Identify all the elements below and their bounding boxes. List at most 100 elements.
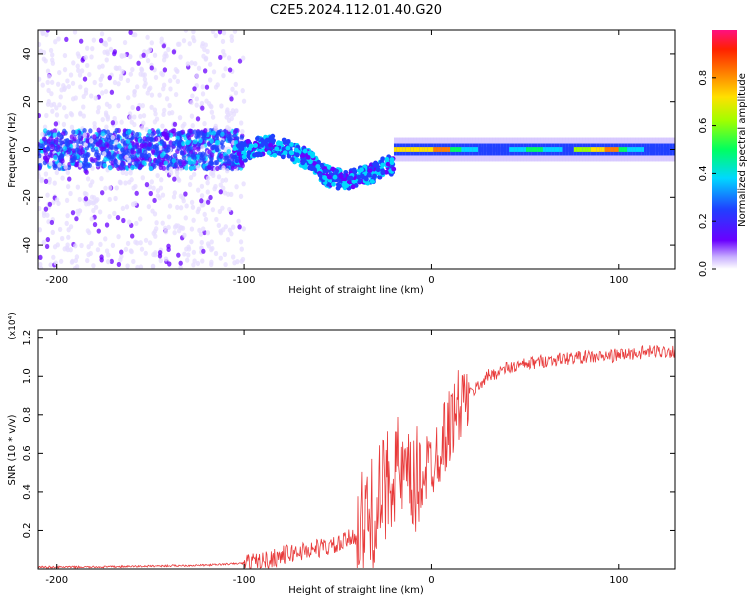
heatmap-cell <box>213 84 219 90</box>
heatmap-cell <box>236 151 242 157</box>
heatmap-cell <box>545 147 549 152</box>
heatmap-cell <box>214 146 219 152</box>
heatmap-cell <box>86 252 91 258</box>
heatmap-cell <box>192 145 197 151</box>
heatmap-cell <box>191 38 197 44</box>
heatmap-cell <box>113 195 118 202</box>
x-tick-label: 0 <box>428 575 434 586</box>
heatmap-cell <box>49 91 54 97</box>
heatmap-cell <box>253 143 258 148</box>
heatmap-cell <box>624 147 628 152</box>
heatmap-cell <box>436 147 440 152</box>
heatmap-cell <box>182 121 187 127</box>
heatmap-cell <box>112 79 118 86</box>
heatmap-cell <box>167 102 172 109</box>
heatmap-cell <box>58 146 64 152</box>
heatmap-cell <box>121 217 126 224</box>
colorbar-tick-label: 0.8 <box>698 70 709 86</box>
heatmap-cell <box>458 147 462 152</box>
heatmap-cell <box>60 158 65 164</box>
heatmap-cell <box>189 99 194 106</box>
heatmap-cell <box>171 128 177 134</box>
heatmap-cell <box>660 147 665 152</box>
heatmap-cell <box>124 204 130 210</box>
heatmap-cell <box>54 169 60 176</box>
heatmap-cell <box>89 240 94 247</box>
heatmap-cell <box>232 146 238 151</box>
heatmap-cell <box>94 149 99 155</box>
heatmap-cell <box>160 72 165 78</box>
heatmap-cell <box>113 162 119 169</box>
heatmap-cell <box>52 244 58 250</box>
heatmap-cell <box>104 248 110 254</box>
heatmap-cell <box>158 258 163 264</box>
heatmap-cell <box>123 246 129 252</box>
heatmap-cell <box>375 167 381 173</box>
heatmap-cell <box>181 154 187 161</box>
heatmap-cell <box>128 71 133 77</box>
heatmap-cell <box>224 168 230 174</box>
heatmap-cell <box>168 166 174 172</box>
heatmap-cell <box>363 176 369 182</box>
heatmap-cell <box>100 63 105 69</box>
heatmap-cell <box>160 123 165 129</box>
heatmap-cell <box>573 147 578 152</box>
heatmap-cell <box>352 169 358 175</box>
heatmap-cell <box>199 183 205 189</box>
heatmap-cell <box>143 80 148 87</box>
heatmap-cell <box>91 263 96 269</box>
heatmap-cell <box>130 66 135 73</box>
snr-panel: -200 -100 0 100 0.2 0.4 0.6 0.8 1.0 1.2 Height o… <box>7 312 676 596</box>
heatmap-cell <box>194 73 200 79</box>
heatmap-cell <box>59 153 65 159</box>
heatmap-cell <box>171 194 177 200</box>
heatmap-cell <box>184 203 189 209</box>
heatmap-cell <box>89 156 94 163</box>
heatmap-cell <box>219 103 224 109</box>
snr-y-scale-label: (x10⁴) <box>8 312 18 339</box>
heatmap-cell <box>134 131 140 138</box>
heatmap-cell <box>184 246 189 252</box>
heatmap-cell <box>380 162 386 168</box>
heatmap-cell <box>365 180 371 186</box>
heatmap-cell <box>199 43 205 49</box>
heatmap-cell <box>206 164 212 170</box>
colorbar-tick-label: 0.4 <box>698 165 709 181</box>
heatmap-cell <box>220 177 225 184</box>
heatmap-cell <box>166 214 172 220</box>
heatmap-cell <box>209 109 215 115</box>
heatmap-cell <box>464 147 468 152</box>
heatmap-cell <box>104 141 109 147</box>
x-tick-label: 100 <box>609 575 628 586</box>
heatmap-cell <box>49 152 55 159</box>
heatmap-cell <box>38 76 42 82</box>
heatmap-cell <box>201 248 206 254</box>
heatmap-cell <box>189 165 194 172</box>
x-tick-label: -100 <box>233 575 256 586</box>
heatmap-cell <box>124 149 129 155</box>
heatmap-cell <box>89 216 94 222</box>
heatmap-cell <box>158 145 163 151</box>
heatmap-cell <box>38 261 43 268</box>
heatmap-cell <box>223 177 229 183</box>
heatmap-cell <box>373 160 378 166</box>
heatmap-cell <box>241 181 246 187</box>
heatmap-cell <box>103 236 108 242</box>
heatmap-cell <box>475 147 479 152</box>
heatmap-cell <box>54 145 59 152</box>
heatmap-cell <box>54 112 60 118</box>
y-tick-label: 0 <box>22 146 33 152</box>
heatmap-cell <box>167 203 173 209</box>
heatmap-cell <box>554 147 558 152</box>
heatmap-cell <box>264 137 270 143</box>
heatmap-cell <box>62 105 67 111</box>
heatmap-cell <box>204 98 209 104</box>
heatmap-cell <box>646 147 651 152</box>
heatmap-cell <box>132 121 137 128</box>
heatmap-cell <box>229 115 234 122</box>
heatmap-cell <box>187 41 192 47</box>
colorbar-label: Normalized spectral amplitude <box>737 73 748 227</box>
heatmap-cell <box>389 160 395 166</box>
heatmap-cell <box>424 147 429 152</box>
heatmap-cell <box>255 136 260 142</box>
